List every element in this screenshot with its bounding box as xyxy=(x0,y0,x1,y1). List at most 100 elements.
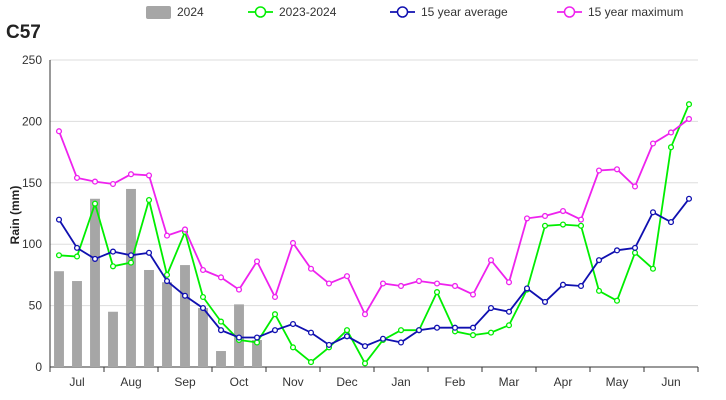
series-point xyxy=(91,255,99,262)
x-tick-label: Mar xyxy=(499,375,520,389)
series-point xyxy=(559,281,567,288)
series-point xyxy=(181,226,189,233)
series-point xyxy=(433,289,441,296)
series-point xyxy=(577,282,585,290)
line-series-3 xyxy=(55,115,693,318)
series-point xyxy=(307,359,315,366)
legend-swatch-marker xyxy=(254,6,267,18)
y-tick-label: 200 xyxy=(22,114,42,128)
series-point xyxy=(91,200,99,207)
series-point xyxy=(523,215,531,222)
bar-2024 xyxy=(54,271,64,367)
series-point xyxy=(505,279,513,286)
legend-label: 2023-2024 xyxy=(279,5,337,19)
series-point xyxy=(289,320,297,328)
series-point xyxy=(253,258,261,265)
series-point xyxy=(505,308,513,315)
series-point xyxy=(667,219,675,226)
x-tick-label: Jan xyxy=(391,375,410,389)
series-point xyxy=(235,334,243,341)
x-tick-label: Jun xyxy=(661,375,680,389)
series-point xyxy=(307,265,315,272)
series-point xyxy=(595,287,603,294)
series-point xyxy=(235,286,243,293)
series-point xyxy=(649,140,657,147)
series-point xyxy=(343,327,351,334)
x-tick-label: Sep xyxy=(174,375,196,389)
legend-item: 2024 xyxy=(146,5,204,19)
series-point xyxy=(631,244,639,251)
series-point xyxy=(415,327,423,334)
series-point xyxy=(271,311,279,318)
legend-swatch-marker xyxy=(396,6,409,18)
series-point xyxy=(145,172,153,179)
line-series-group xyxy=(55,101,693,367)
series-point xyxy=(361,311,369,318)
legend-label: 15 year maximum xyxy=(588,5,683,19)
series-point xyxy=(397,327,405,334)
series-point xyxy=(109,263,117,270)
series-point xyxy=(55,128,63,135)
legend: 2024 2023-2024 15 year average 15 year maxi… xyxy=(146,5,683,19)
legend-swatch xyxy=(146,6,171,19)
axes: 0 50 100 150 200 250 Jul Aug Sep Oct Nov Dec Jan Feb M… xyxy=(22,53,699,389)
series-line xyxy=(58,103,690,365)
x-tick-label: Aug xyxy=(120,375,141,389)
series-point xyxy=(181,292,189,299)
series-point xyxy=(271,327,279,334)
x-tick-label: May xyxy=(606,375,629,389)
series-point xyxy=(271,293,279,301)
bar-2024 xyxy=(216,351,226,367)
series-point xyxy=(127,252,135,259)
y-tick-label: 100 xyxy=(22,237,42,251)
series-point xyxy=(145,249,153,256)
series-point xyxy=(469,332,477,339)
legend-item: 15 year maximum xyxy=(557,5,683,19)
legend-item: 2023-2024 xyxy=(248,5,337,19)
bar-series-2024 xyxy=(54,188,262,367)
series-point xyxy=(379,335,387,342)
series-point xyxy=(613,247,621,254)
series-point xyxy=(523,285,531,292)
series-point xyxy=(559,207,567,215)
series-point xyxy=(163,232,171,239)
series-point xyxy=(343,333,351,340)
series-point xyxy=(451,282,459,290)
series-point xyxy=(541,298,549,305)
bar-2024 xyxy=(108,311,118,367)
series-point xyxy=(109,180,117,188)
series-point xyxy=(361,343,369,350)
series-point xyxy=(361,360,369,367)
legend-label: 15 year average xyxy=(421,5,508,19)
series-point xyxy=(595,257,603,264)
series-point xyxy=(667,129,675,136)
legend-swatch-marker xyxy=(563,6,576,18)
x-tick-label: Nov xyxy=(282,375,303,389)
series-point xyxy=(505,322,513,329)
series-point xyxy=(541,222,549,229)
series-point xyxy=(109,248,117,255)
series-point xyxy=(451,324,459,331)
line-series-2 xyxy=(55,195,693,350)
y-tick-label: 150 xyxy=(22,176,42,190)
series-point xyxy=(217,318,225,325)
series-point xyxy=(91,178,99,185)
series-point xyxy=(163,271,171,278)
series-point xyxy=(649,265,657,272)
series-point xyxy=(55,252,63,259)
bar-2024 xyxy=(180,265,190,367)
series-point xyxy=(73,244,81,251)
x-tick-label: Dec xyxy=(336,375,357,389)
series-point xyxy=(685,195,693,202)
series-point xyxy=(577,222,585,229)
bar-2024 xyxy=(72,281,82,367)
x-tick-label: Jul xyxy=(69,375,84,389)
series-point xyxy=(145,196,153,204)
series-point xyxy=(487,329,495,336)
series-point xyxy=(433,280,441,287)
series-line xyxy=(58,198,690,348)
series-point xyxy=(253,339,261,346)
series-point xyxy=(595,167,603,174)
legend-label: 2024 xyxy=(177,5,204,19)
x-tick-label: Apr xyxy=(554,375,573,389)
